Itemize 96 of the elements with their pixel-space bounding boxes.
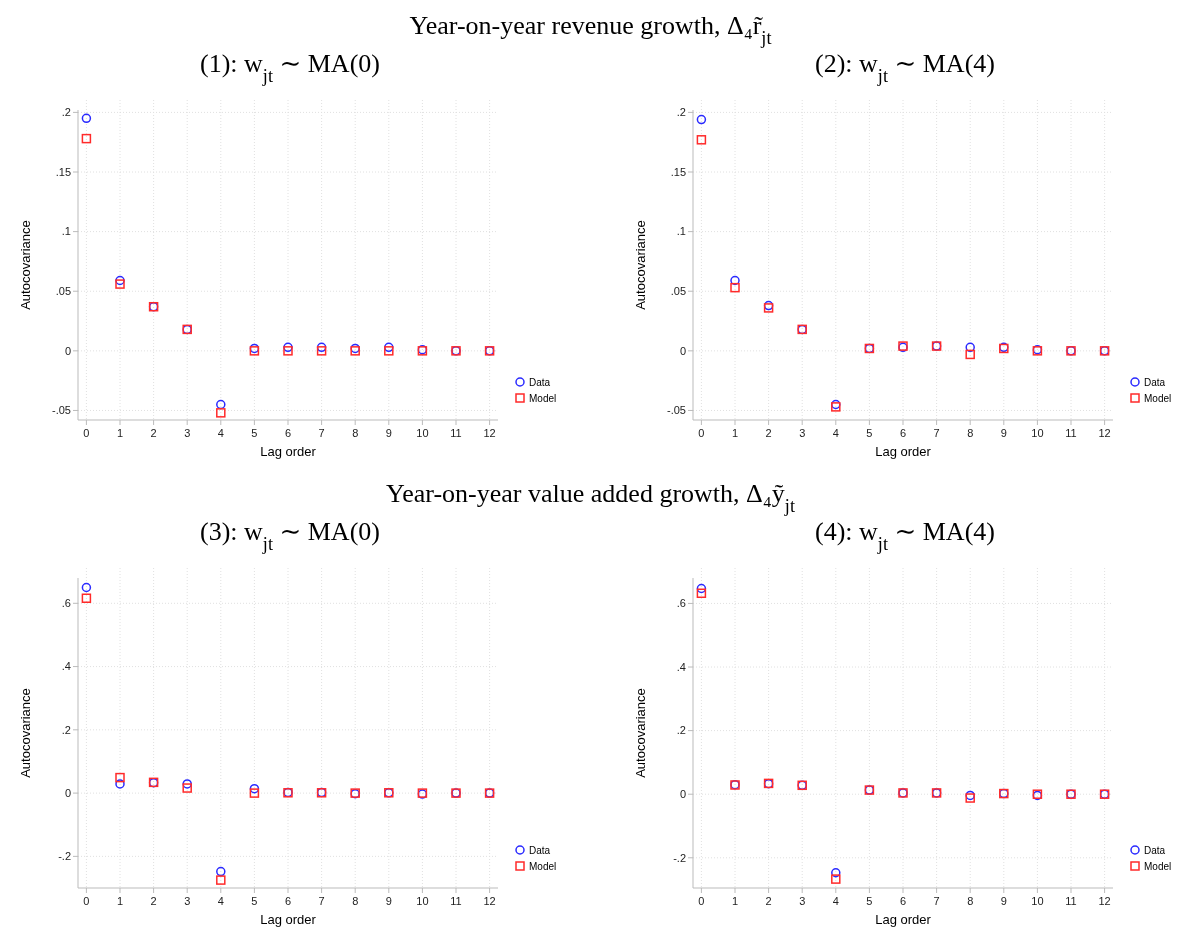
x-tick-label: 0: [698, 427, 705, 439]
x-tick-label: 4: [832, 427, 839, 439]
y-tick-label: .15: [55, 165, 71, 178]
x-tick-label: 9: [1000, 895, 1007, 907]
x-tick-label: 10: [1031, 427, 1044, 439]
chart-subtitle: (1): w$_{jt}$ ∼ MA(0): [200, 49, 380, 86]
legend-label: Data: [1144, 844, 1166, 856]
x-tick-label: 0: [698, 895, 705, 907]
y-tick-label: .2: [676, 724, 686, 737]
y-tick-label: .1: [676, 225, 686, 238]
y-tick-label: .2: [676, 106, 686, 119]
x-tick-label: 1: [731, 427, 739, 439]
x-tick-label: 11: [450, 427, 462, 439]
x-tick-label: 4: [217, 895, 224, 907]
legend-label: Data: [529, 376, 551, 388]
legend-label: Model: [1144, 860, 1172, 872]
y-tick-label: 0: [679, 344, 686, 357]
y-tick-label: .2: [61, 723, 71, 736]
x-tick-label: 11: [1065, 427, 1077, 439]
y-tick-label: .2: [61, 106, 71, 119]
y-tick-label: -.2: [673, 851, 686, 864]
x-axis-title: Lag order: [260, 912, 317, 927]
x-tick-label: 5: [866, 427, 873, 439]
y-tick-label: .15: [670, 165, 686, 178]
x-tick-label: 6: [899, 895, 907, 907]
x-tick-label: 3: [184, 427, 191, 439]
x-tick-label: 1: [731, 895, 739, 907]
x-tick-label: 12: [483, 895, 496, 907]
legend-label: Data: [1144, 376, 1166, 388]
x-tick-label: 12: [1098, 895, 1111, 907]
y-tick-label: .6: [676, 597, 686, 610]
y-axis-title: Autocovariance: [633, 220, 648, 310]
x-tick-label: 6: [284, 895, 292, 907]
legend-label: Model: [529, 392, 557, 404]
y-tick-label: .05: [670, 285, 686, 298]
y-tick-label: .05: [55, 285, 71, 298]
y-tick-label: -.05: [52, 404, 71, 417]
y-tick-label: .6: [61, 597, 71, 610]
legend-label: Model: [529, 860, 557, 872]
x-axis-title: Lag order: [875, 444, 932, 459]
chart-subtitle: (2): w$_{jt}$ ∼ MA(4): [815, 49, 995, 86]
y-axis-title: Autocovariance: [18, 688, 33, 778]
y-axis-title: Autocovariance: [633, 688, 648, 778]
x-tick-label: 2: [765, 895, 772, 907]
x-tick-label: 2: [765, 427, 772, 439]
y-tick-label: 0: [679, 788, 686, 801]
x-tick-label: 10: [416, 895, 429, 907]
x-tick-label: 1: [116, 427, 124, 439]
x-tick-label: 8: [967, 895, 974, 907]
x-tick-label: 11: [450, 895, 462, 907]
x-tick-label: 8: [352, 895, 359, 907]
legend-label: Data: [529, 844, 551, 856]
legend-label: Model: [1144, 392, 1172, 404]
x-tick-label: 7: [933, 427, 940, 439]
y-tick-label: 0: [64, 344, 71, 357]
text: Year-on-year revenue growth, Δ₄r̃$_{jt}$: [409, 11, 772, 48]
x-tick-label: 2: [150, 427, 157, 439]
x-tick-label: 6: [284, 427, 292, 439]
x-tick-label: 7: [318, 895, 325, 907]
y-tick-label: 0: [64, 786, 71, 799]
x-tick-label: 3: [799, 895, 806, 907]
x-tick-label: 2: [150, 895, 157, 907]
x-tick-label: 1: [116, 895, 124, 907]
x-tick-label: 6: [899, 427, 907, 439]
x-tick-label: 5: [251, 895, 258, 907]
y-tick-label: -.2: [58, 850, 71, 863]
x-tick-label: 7: [933, 895, 940, 907]
y-tick-label: .4: [61, 660, 71, 673]
y-tick-label: .1: [61, 225, 71, 238]
text: Year-on-year value added growth, Δ₄ỹ$_{jt}$: [386, 479, 795, 516]
x-tick-label: 4: [832, 895, 839, 907]
x-tick-label: 12: [1098, 427, 1111, 439]
x-tick-label: 9: [385, 895, 392, 907]
x-tick-label: 3: [184, 895, 191, 907]
x-tick-label: 12: [483, 427, 496, 439]
x-tick-label: 11: [1065, 895, 1077, 907]
x-tick-label: 7: [318, 427, 325, 439]
x-tick-label: 10: [416, 427, 429, 439]
x-tick-label: 0: [83, 895, 90, 907]
x-tick-label: 3: [799, 427, 806, 439]
x-tick-label: 9: [1000, 427, 1007, 439]
x-tick-label: 9: [385, 427, 392, 439]
x-tick-label: 8: [967, 427, 974, 439]
y-tick-label: -.05: [667, 404, 686, 417]
x-tick-label: 8: [352, 427, 359, 439]
y-tick-label: .4: [676, 660, 686, 673]
x-axis-title: Lag order: [260, 444, 317, 459]
y-axis-title: Autocovariance: [18, 220, 33, 310]
x-tick-label: 0: [83, 427, 90, 439]
x-tick-label: 5: [251, 427, 258, 439]
chart-subtitle: (3): w$_{jt}$ ∼ MA(0): [200, 517, 380, 554]
x-axis-title: Lag order: [875, 912, 932, 927]
chart-subtitle: (4): w$_{jt}$ ∼ MA(4): [815, 517, 995, 554]
x-tick-label: 5: [866, 895, 873, 907]
x-tick-label: 4: [217, 427, 224, 439]
x-tick-label: 10: [1031, 895, 1044, 907]
